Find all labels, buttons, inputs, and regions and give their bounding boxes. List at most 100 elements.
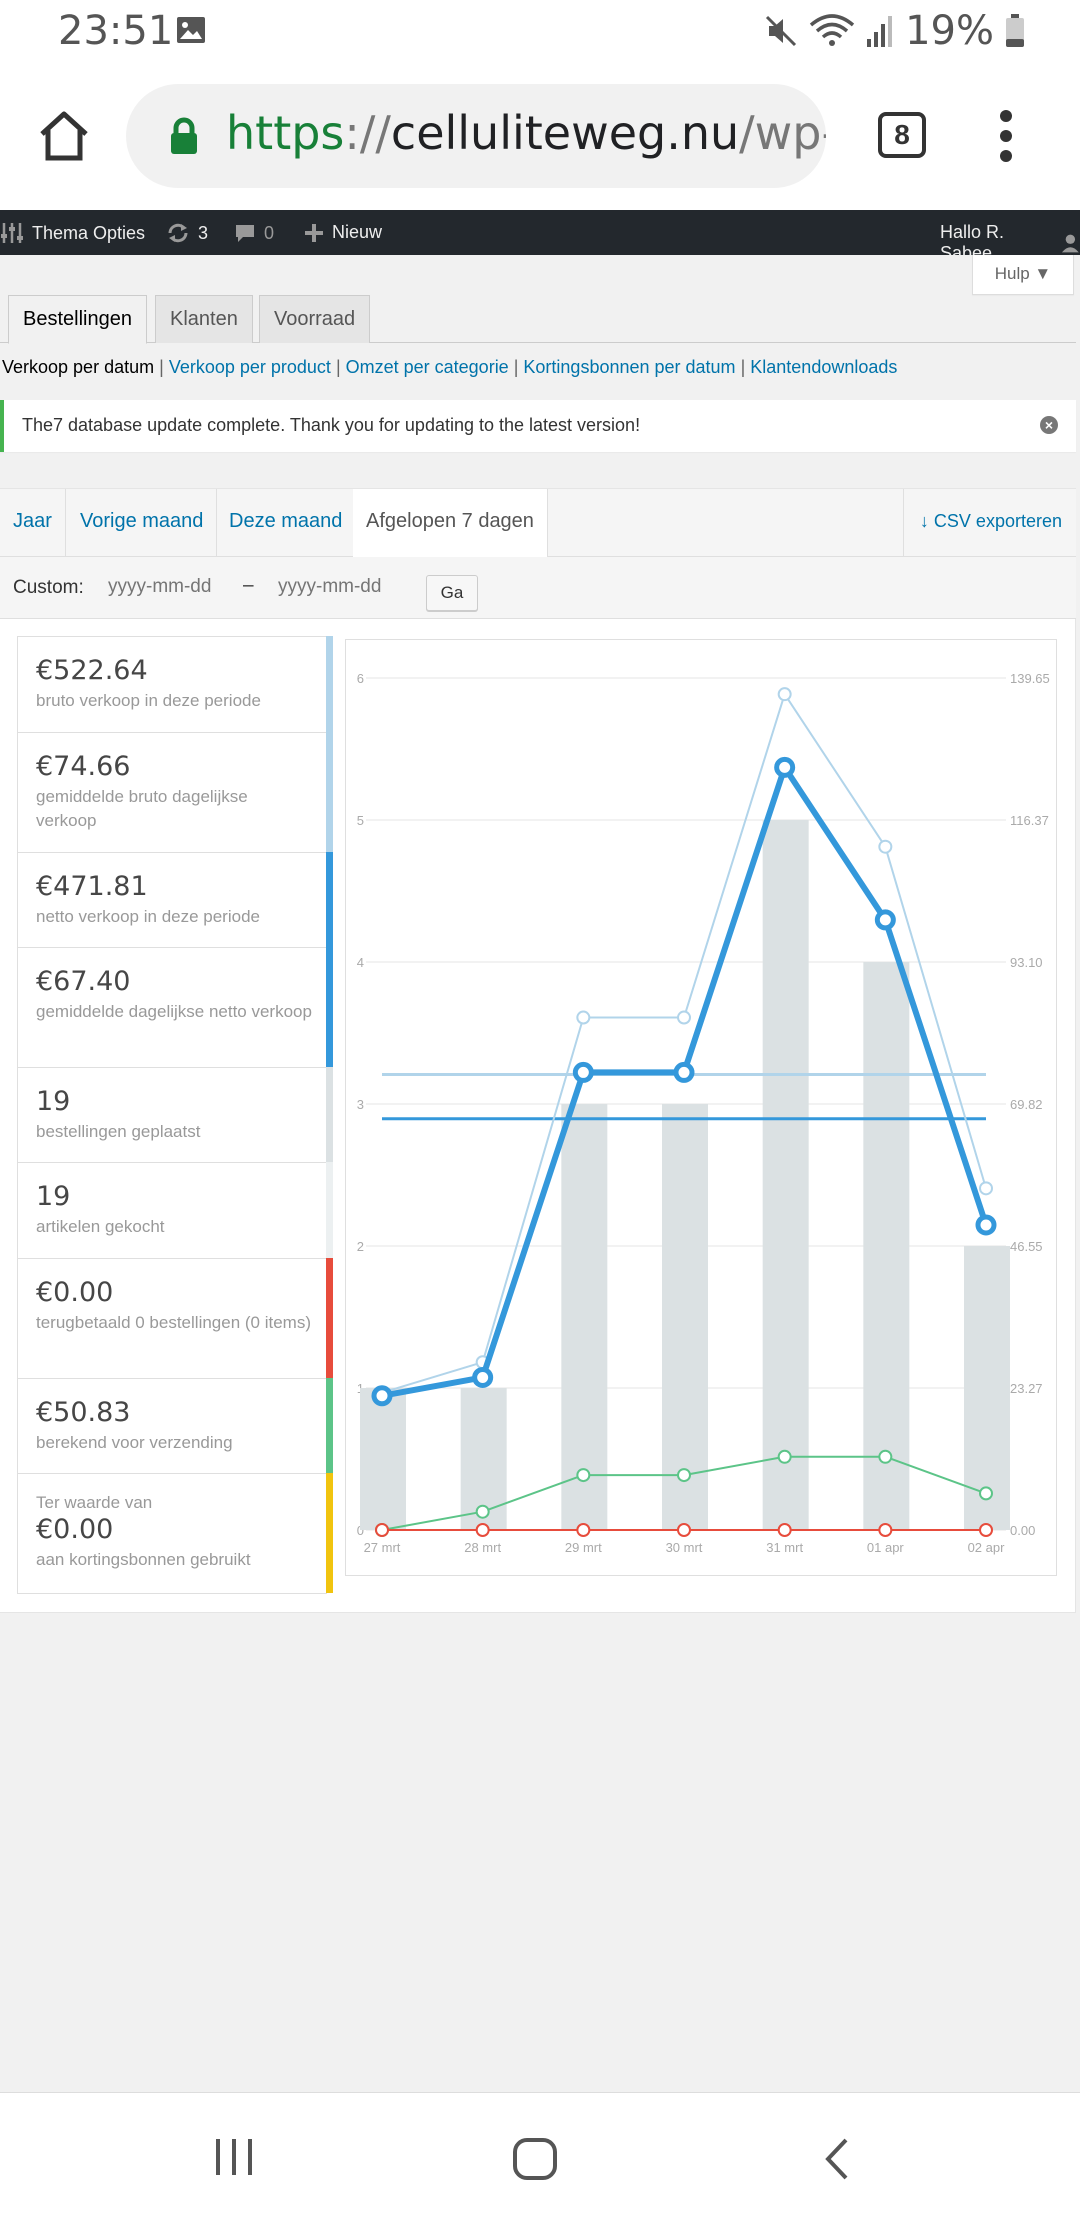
home-icon[interactable]	[34, 106, 94, 166]
legend-item[interactable]: 19 artikelen gekocht	[18, 1162, 333, 1259]
comments-item[interactable]: 0	[234, 222, 274, 244]
series-point	[979, 1181, 993, 1196]
updates-count: 3	[198, 222, 209, 243]
legend-description: bestellingen geplaatst	[36, 1122, 201, 1141]
y-tick-left: 3	[357, 1097, 364, 1112]
legend-color-bar	[326, 636, 333, 732]
series-point	[572, 1061, 594, 1083]
help-button[interactable]: Hulp ▼	[972, 255, 1074, 295]
series-point	[979, 1486, 993, 1501]
legend-description: aan kortingsbonnen gebruikt	[36, 1550, 251, 1569]
series-point	[576, 1468, 591, 1483]
theme-options-label: Thema Opties	[32, 222, 146, 243]
custom-range-row: Custom: – Ga	[0, 557, 1076, 619]
dismiss-icon[interactable]: ×	[1040, 416, 1058, 434]
range-last-7-days[interactable]: Afgelopen 7 dagen	[353, 489, 548, 557]
wp-admin-bar: Thema Opties 3 0 Nieuw Hallo R. Sabee	[0, 210, 1080, 263]
subnav-coupons-by-date[interactable]: Kortingsbonnen per datum	[523, 357, 736, 377]
subnav-sales-by-product[interactable]: Verkoop per product	[168, 357, 331, 377]
address-bar[interactable]: https://celluliteweg.nu/wp-a	[126, 84, 826, 188]
clock: 23:51	[58, 8, 174, 54]
chart-legend: €522.64 bruto verkoop in deze periode €74.…	[17, 636, 333, 1594]
series-point	[475, 1504, 490, 1519]
series-point	[975, 1214, 997, 1236]
mute-icon	[766, 15, 797, 47]
legend-value: 19	[36, 1086, 71, 1117]
legend-item[interactable]: €67.40 gemiddelde dagelijkse netto verkoo…	[18, 947, 333, 1068]
csv-export-link[interactable]: ↓ CSV exporteren	[902, 489, 1062, 557]
series-point	[774, 756, 796, 778]
series-point	[878, 839, 893, 854]
legend-description: berekend voor verzending	[36, 1433, 233, 1452]
legend-item[interactable]: €522.64 bruto verkoop in deze periode	[18, 636, 333, 733]
new-label: Nieuw	[332, 222, 383, 242]
back-icon[interactable]	[822, 2137, 852, 2181]
end-date-input[interactable]	[278, 569, 406, 605]
subnav-customer-downloads[interactable]: Klantendownloads	[750, 357, 898, 377]
more-options-icon[interactable]	[996, 108, 1016, 164]
range-year[interactable]: Jaar	[0, 489, 66, 557]
lock-icon	[171, 117, 197, 154]
y-tick-left: 5	[357, 813, 364, 828]
series-point	[878, 1449, 893, 1464]
legend-value: €0.00	[36, 1514, 114, 1545]
image-notification-icon	[177, 17, 205, 43]
legend-item[interactable]: €50.83 berekend voor verzending	[18, 1378, 333, 1474]
notice-text: The7 database update complete. Thank you…	[22, 415, 641, 435]
x-tick-label: 02 apr	[968, 1540, 1006, 1555]
range-last-month[interactable]: Vorige maand	[67, 489, 218, 557]
battery-icon	[1006, 14, 1024, 47]
y-tick-left: 0	[357, 1523, 364, 1538]
user-icon	[1062, 234, 1080, 253]
csv-export-label: CSV exporteren	[933, 511, 1062, 531]
download-arrow-icon: ↓	[919, 511, 929, 531]
legend-value: €74.66	[36, 751, 131, 782]
y-tick-right: 116.37	[1010, 813, 1049, 828]
updates-item[interactable]: 3	[166, 222, 208, 244]
legend-item[interactable]: €74.66 gemiddelde bruto dagelijkse verkoo…	[18, 732, 333, 853]
legend-color-bar	[326, 947, 333, 1067]
legend-color-bar	[326, 852, 333, 947]
y-tick-right: 69.82	[1010, 1097, 1043, 1112]
go-button[interactable]: Ga	[426, 575, 478, 611]
legend-item[interactable]: Ter waarde van €0.00 aan kortingsbonnen ge…	[18, 1473, 333, 1594]
legend-value: 19	[36, 1181, 71, 1212]
report-tabs: Bestellingen Klanten Voorraad	[0, 295, 1076, 344]
theme-options-item[interactable]: Thema Opties	[0, 222, 145, 244]
legend-item[interactable]: €0.00 terugbetaald 0 bestellingen (0 item…	[18, 1258, 333, 1379]
subnav-sales-by-category[interactable]: Omzet per categorie	[345, 357, 509, 377]
signal-icon	[867, 16, 893, 47]
date-dash: –	[243, 575, 254, 596]
new-item[interactable]: Nieuw	[304, 222, 382, 243]
legend-description: netto verkoop in deze periode	[36, 907, 260, 926]
legend-item[interactable]: €471.81 netto verkoop in deze periode	[18, 852, 333, 948]
legend-item[interactable]: 19 bestellingen geplaatst	[18, 1067, 333, 1163]
series-point	[777, 1449, 792, 1464]
series-point	[375, 1523, 389, 1537]
tab-orders[interactable]: Bestellingen	[8, 295, 147, 344]
status-bar: 23:51 19%	[0, 0, 1080, 62]
x-tick-label: 28 mrt	[464, 1540, 501, 1555]
comment-icon	[236, 225, 254, 242]
recent-apps-icon[interactable]	[212, 2137, 256, 2177]
tab-customers[interactable]: Klanten	[155, 295, 253, 343]
series-point	[576, 1010, 591, 1025]
start-date-input[interactable]	[108, 569, 236, 605]
subnav-current: Verkoop per datum	[2, 357, 155, 377]
range-this-month[interactable]: Deze maand	[216, 489, 357, 557]
plus-icon	[305, 223, 323, 242]
series-point	[677, 1010, 691, 1025]
y-tick-left: 2	[357, 1239, 364, 1254]
legend-value: €50.83	[36, 1397, 131, 1428]
battery-percentage: 19%	[905, 8, 994, 54]
order-count-bar	[863, 962, 910, 1530]
order-count-bar	[360, 1388, 406, 1530]
report-subnav: Verkoop per datum | Verkoop per product …	[2, 357, 898, 377]
tab-switcher-button[interactable]: 8	[878, 112, 926, 158]
series-point	[576, 1523, 591, 1537]
order-count-bar	[662, 1104, 708, 1530]
legend-color-bar	[326, 1067, 333, 1162]
legend-description: bruto verkoop in deze periode	[36, 691, 261, 710]
home-nav-icon[interactable]	[512, 2137, 558, 2181]
tab-stock[interactable]: Voorraad	[259, 295, 371, 343]
